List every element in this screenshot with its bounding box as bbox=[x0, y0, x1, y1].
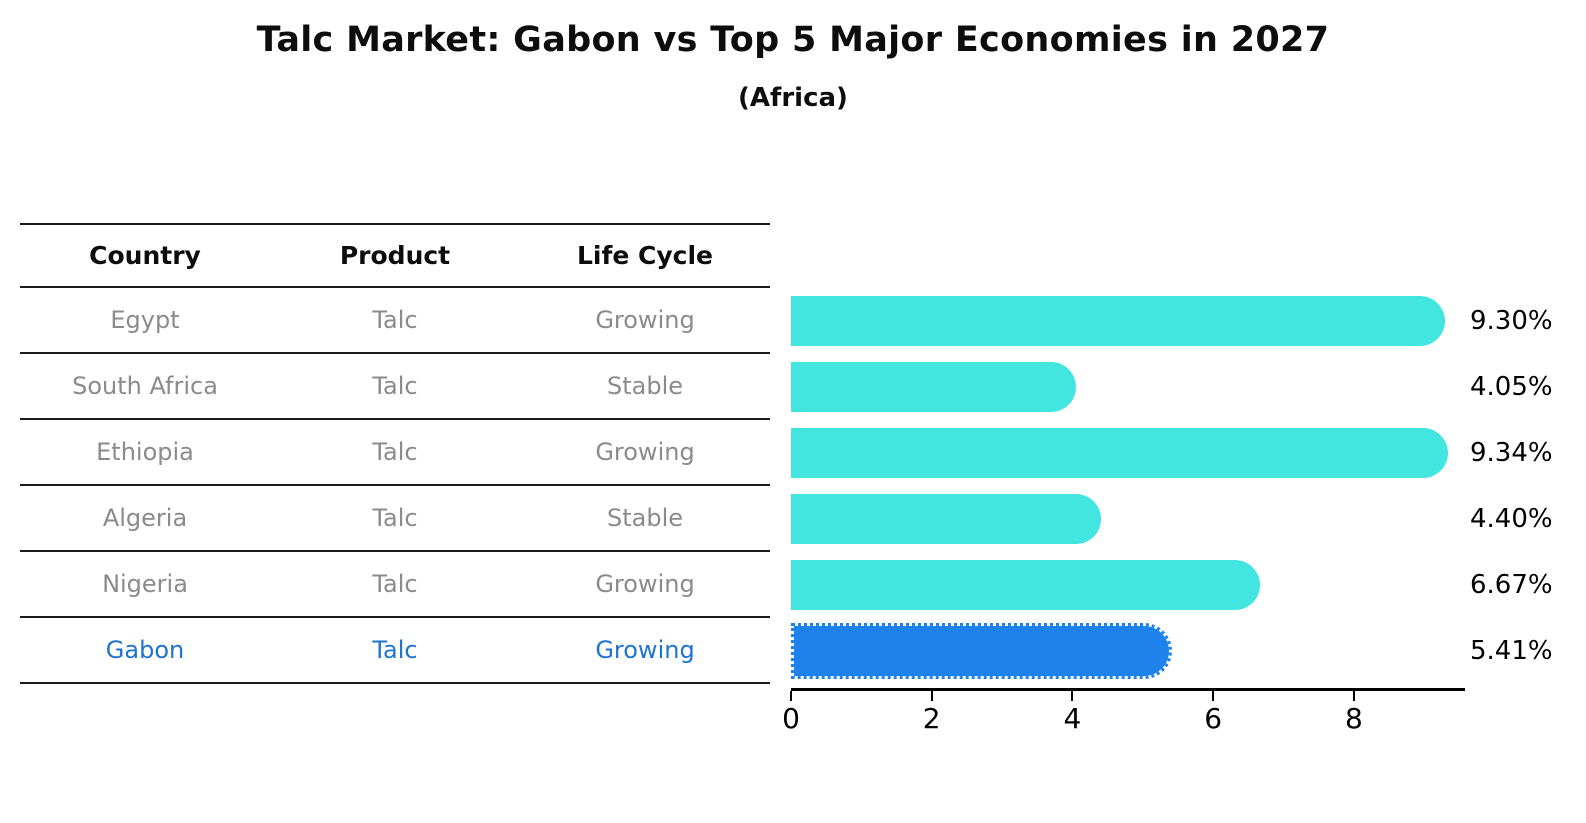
cell-product: Talc bbox=[372, 306, 418, 334]
table-row: Nigeria Talc Growing bbox=[20, 552, 770, 618]
cell-life-cycle: Stable bbox=[606, 504, 684, 532]
bar-chart: 9.30% 4.05% 9.34% 4.40% 6.67% 5.41% bbox=[791, 288, 1586, 684]
bar-row: 9.30% bbox=[791, 288, 1586, 354]
value-label: 6.67% bbox=[1470, 570, 1553, 600]
value-label: 4.40% bbox=[1470, 504, 1553, 534]
table-row: Algeria Talc Stable bbox=[20, 486, 770, 552]
country-table: Country Product Life Cycle Egypt Talc Gr… bbox=[20, 223, 770, 684]
cell-country: Nigeria bbox=[102, 570, 188, 598]
bar-row: 4.05% bbox=[791, 354, 1586, 420]
x-axis-tick bbox=[930, 691, 933, 701]
cell-life-cycle: Growing bbox=[595, 306, 695, 334]
cell-country: Gabon bbox=[105, 636, 185, 664]
cell-product: Talc bbox=[372, 570, 418, 598]
x-axis-tick bbox=[1212, 691, 1215, 701]
cell-product: Talc bbox=[372, 636, 418, 664]
bar-row: 4.40% bbox=[791, 486, 1586, 552]
cell-life-cycle: Growing bbox=[595, 636, 695, 664]
column-header-product: Product bbox=[339, 241, 451, 270]
bar-row: 5.41% bbox=[791, 618, 1586, 684]
value-label: 9.30% bbox=[1470, 306, 1553, 336]
table-row: Ethiopia Talc Growing bbox=[20, 420, 770, 486]
x-axis-tick-label: 8 bbox=[1345, 702, 1363, 735]
cell-country: Egypt bbox=[110, 306, 180, 334]
bar-row: 9.34% bbox=[791, 420, 1586, 486]
bar-row: 6.67% bbox=[791, 552, 1586, 618]
x-axis-tick bbox=[1352, 691, 1355, 701]
table-row-gabon: Gabon Talc Growing bbox=[20, 618, 770, 684]
value-label: 5.41% bbox=[1470, 636, 1553, 666]
cell-country: Ethiopia bbox=[96, 438, 194, 466]
cell-life-cycle: Growing bbox=[595, 438, 695, 466]
cell-product: Talc bbox=[372, 372, 418, 400]
table-header-row: Country Product Life Cycle bbox=[20, 223, 770, 288]
bar-algeria bbox=[791, 494, 1101, 544]
cell-country: Algeria bbox=[102, 504, 188, 532]
table-row: South Africa Talc Stable bbox=[20, 354, 770, 420]
x-axis-tick-label: 0 bbox=[782, 702, 800, 735]
x-axis-tick-label: 6 bbox=[1204, 702, 1223, 735]
bar-egypt bbox=[791, 296, 1445, 346]
bar-gabon-highlighted bbox=[791, 623, 1172, 679]
column-header-life-cycle: Life Cycle bbox=[576, 241, 714, 270]
cell-life-cycle: Growing bbox=[595, 570, 695, 598]
cell-country: South Africa bbox=[72, 372, 218, 400]
bar-south-africa bbox=[791, 362, 1076, 412]
x-axis-tick-label: 4 bbox=[1063, 702, 1082, 735]
table-row: Egypt Talc Growing bbox=[20, 288, 770, 354]
value-label: 4.05% bbox=[1470, 372, 1553, 402]
page-subtitle: (Africa) bbox=[738, 83, 848, 113]
bar-nigeria bbox=[791, 560, 1260, 610]
x-axis-tick bbox=[790, 691, 792, 701]
bar-ethiopia bbox=[791, 428, 1448, 478]
cell-product: Talc bbox=[372, 438, 418, 466]
page-title: Talc Market: Gabon vs Top 5 Major Econom… bbox=[256, 20, 1330, 60]
value-label: 9.34% bbox=[1470, 438, 1553, 468]
cell-product: Talc bbox=[372, 504, 418, 532]
column-header-country: Country bbox=[89, 241, 201, 270]
x-axis-line bbox=[791, 688, 1465, 691]
x-axis-tick bbox=[1071, 691, 1074, 701]
x-axis-tick-label: 2 bbox=[922, 702, 941, 735]
cell-life-cycle: Stable bbox=[606, 372, 684, 400]
